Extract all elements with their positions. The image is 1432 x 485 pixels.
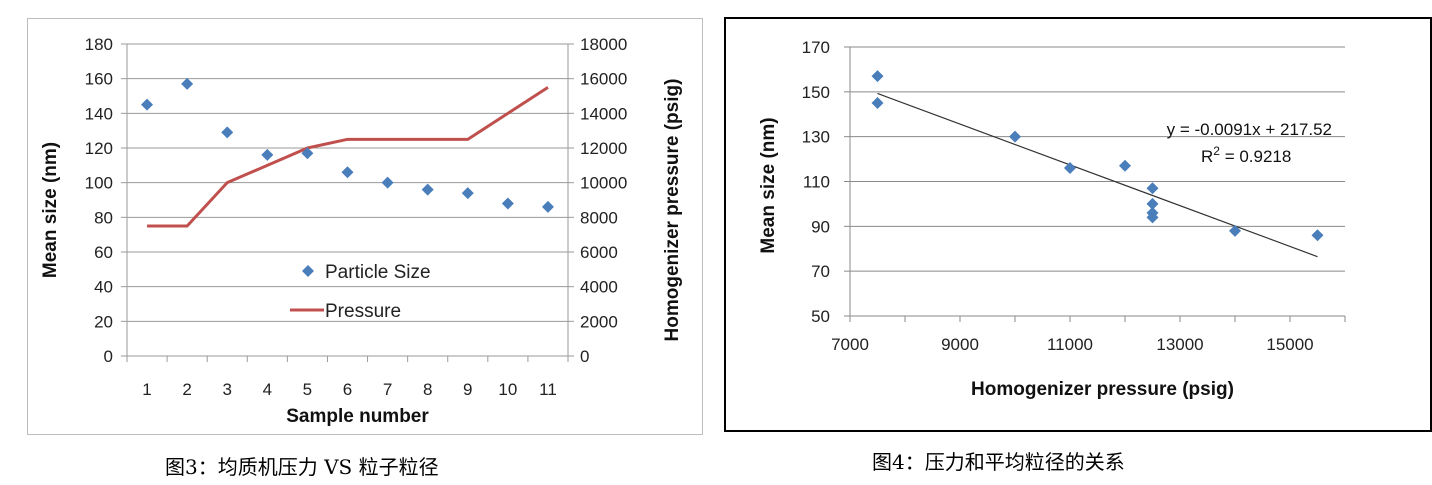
x-tick-label: 5 [303,380,312,399]
x-tick-label: 7000 [831,335,869,354]
particle-size-point [221,126,234,139]
r-squared-value: = 0.9218 [1220,147,1291,166]
pressure-line [147,86,549,228]
trendline-equation: y = -0.0091x + 217.52 [1167,120,1332,139]
y2-tick-label: 2000 [580,312,618,331]
data-point [1146,182,1159,195]
y-tick-label: 110 [803,173,830,192]
x-tick-label: 15000 [1266,335,1313,354]
particle-size-point [181,77,194,90]
y2-axis-title: Homogenizer pressure (psig) [662,79,683,342]
particle-size-point [141,98,154,111]
y2-tick-label: 18000 [580,35,627,54]
y2-tick-label: 8000 [580,208,618,227]
particle-size-point [261,148,274,161]
chart-panel-left: 0 20 40 60 80 100 120 140 160 180 0 2000 4000 6000 800… [27,18,703,435]
legend-particle-size-label: Particle Size [325,262,431,283]
y-tick-label: 20 [94,312,113,331]
x-tick-label: 4 [263,380,272,399]
data-point [1009,130,1021,143]
y2-tick-label: 12000 [580,139,627,158]
x-axis-title: Sample number [286,406,429,427]
y-axis-title: Mean size (nm) [758,117,779,253]
x-tick-label: 6 [343,380,352,399]
y-tick-label: 60 [94,243,113,262]
caption-right: 图4：压力和平均粒径的关系 [872,450,1125,474]
r-squared-letter: R [1201,147,1213,166]
chart-left-svg: 0 20 40 60 80 100 120 140 160 180 0 2000 4000 6000 800… [40,35,683,427]
x-tick-label: 2 [182,380,191,399]
data-point [1119,159,1131,172]
data-point [871,70,884,83]
y2-tick-label: 14000 [580,104,627,123]
particle-size-point [381,176,394,189]
y-tick-label: 90 [811,217,830,236]
y-tick-label: 170 [802,38,830,57]
y-tick-label: 50 [811,307,830,326]
y-tick-label: 0 [104,347,113,366]
legend-pressure-label: Pressure [325,301,401,322]
y-tick-label: 80 [94,208,113,227]
particle-size-point [501,197,514,210]
x-tick-label: 8 [423,380,432,399]
x-tick-label: 13000 [1156,335,1203,354]
x-tick-label: 7 [383,380,392,399]
data-point [1229,224,1241,237]
data-point [1146,197,1159,210]
chart-right-svg: 50 70 90 110 130 150 170 7000 9000 11000 13000 1500… [758,38,1346,400]
y-tick-label: 180 [85,35,113,54]
y-axis-title: Mean size (nm) [40,142,61,278]
x-tick-label: 9000 [941,335,979,354]
x-axis-title: Homogenizer pressure (psig) [971,379,1234,400]
y-tick-label: 140 [85,104,113,123]
chart-panel-right: 50 70 90 110 130 150 170 7000 9000 11000 13000 1500… [724,17,1432,432]
y-tick-label: 40 [94,278,113,297]
x-tick-label: 3 [222,380,231,399]
data-point [1311,229,1324,242]
y-tick-label: 160 [85,70,113,89]
particle-size-point [301,147,314,160]
particle-size-point [461,187,474,200]
r-squared-superscript: 2 [1213,144,1220,158]
trendline [877,92,1318,258]
y2-tick-label: 4000 [580,278,618,297]
y-tick-label: 130 [802,128,830,147]
particle-size-point [341,166,354,179]
x-tick-label: 10 [498,380,517,399]
x-tick-label: 1 [142,380,151,399]
data-point [871,97,884,110]
y-tick-label: 120 [85,139,113,158]
y2-tick-label: 10000 [580,174,627,193]
r-squared-label: R2 = 0.9218 [1201,144,1291,166]
y-tick-label: 100 [85,174,113,193]
y2-tick-label: 0 [580,347,589,366]
x-tick-label: 11000 [1047,335,1093,354]
caption-left: 图3：均质机压力 VS 粒子粒径 [165,455,439,479]
legend-particle-size-marker [302,265,314,277]
x-tick-label: 9 [463,380,472,399]
y-tick-label: 150 [802,83,830,102]
y2-tick-label: 16000 [580,70,627,89]
data-point [1146,211,1159,224]
particle-size-point [541,200,554,213]
y-tick-label: 70 [811,262,830,281]
x-tick-label: 11 [539,380,557,399]
particle-size-point [421,183,434,196]
data-point [1064,162,1076,175]
y2-tick-label: 6000 [580,243,618,262]
